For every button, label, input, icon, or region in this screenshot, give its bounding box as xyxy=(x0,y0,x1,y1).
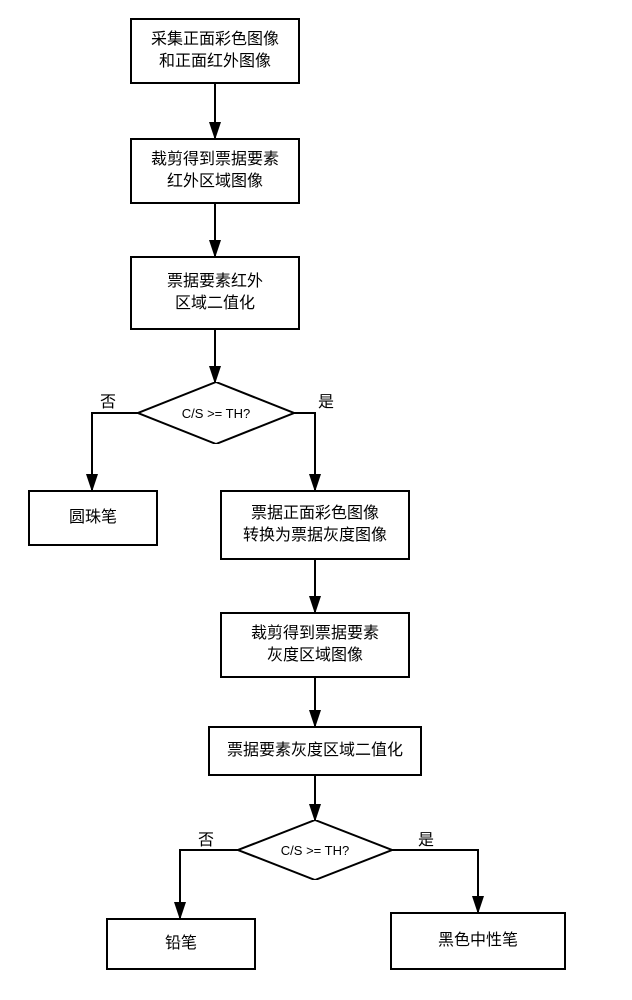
node-label-n5: 票据正面彩色图像转换为票据灰度图像 xyxy=(243,503,387,548)
node-label-n9: 黑色中性笔 xyxy=(438,930,518,952)
edge-d2-n8 xyxy=(180,850,238,918)
decision-d2: C/S >= TH? xyxy=(238,820,392,880)
node-n1: 采集正面彩色图像和正面红外图像 xyxy=(130,18,300,84)
node-label-n2: 裁剪得到票据要素红外区域图像 xyxy=(151,149,279,194)
edge-d1-n5 xyxy=(294,413,315,490)
edge-label-d1-n4: 否 xyxy=(100,388,116,412)
decision-label-d1: C/S >= TH? xyxy=(182,406,250,421)
node-label-n8: 铅笔 xyxy=(165,933,197,955)
node-label-n4: 圆珠笔 xyxy=(69,507,117,529)
edge-label-d1-n5: 是 xyxy=(318,388,334,412)
edge-d2-n9 xyxy=(392,850,478,912)
edge-label-d2-n9: 是 xyxy=(418,826,434,850)
edge-d1-n4 xyxy=(92,413,138,490)
edge-label-d2-n8: 否 xyxy=(198,826,214,850)
node-label-n7: 票据要素灰度区域二值化 xyxy=(227,740,403,762)
node-n2: 裁剪得到票据要素红外区域图像 xyxy=(130,138,300,204)
node-n8: 铅笔 xyxy=(106,918,256,970)
node-n3: 票据要素红外区域二值化 xyxy=(130,256,300,330)
node-n9: 黑色中性笔 xyxy=(390,912,566,970)
node-n7: 票据要素灰度区域二值化 xyxy=(208,726,422,776)
node-n4: 圆珠笔 xyxy=(28,490,158,546)
decision-label-d2: C/S >= TH? xyxy=(281,843,349,858)
node-label-n3: 票据要素红外区域二值化 xyxy=(167,271,263,316)
decision-d1: C/S >= TH? xyxy=(138,382,294,444)
node-label-n1: 采集正面彩色图像和正面红外图像 xyxy=(151,29,279,74)
node-n6: 裁剪得到票据要素灰度区域图像 xyxy=(220,612,410,678)
node-n5: 票据正面彩色图像转换为票据灰度图像 xyxy=(220,490,410,560)
node-label-n6: 裁剪得到票据要素灰度区域图像 xyxy=(251,623,379,668)
